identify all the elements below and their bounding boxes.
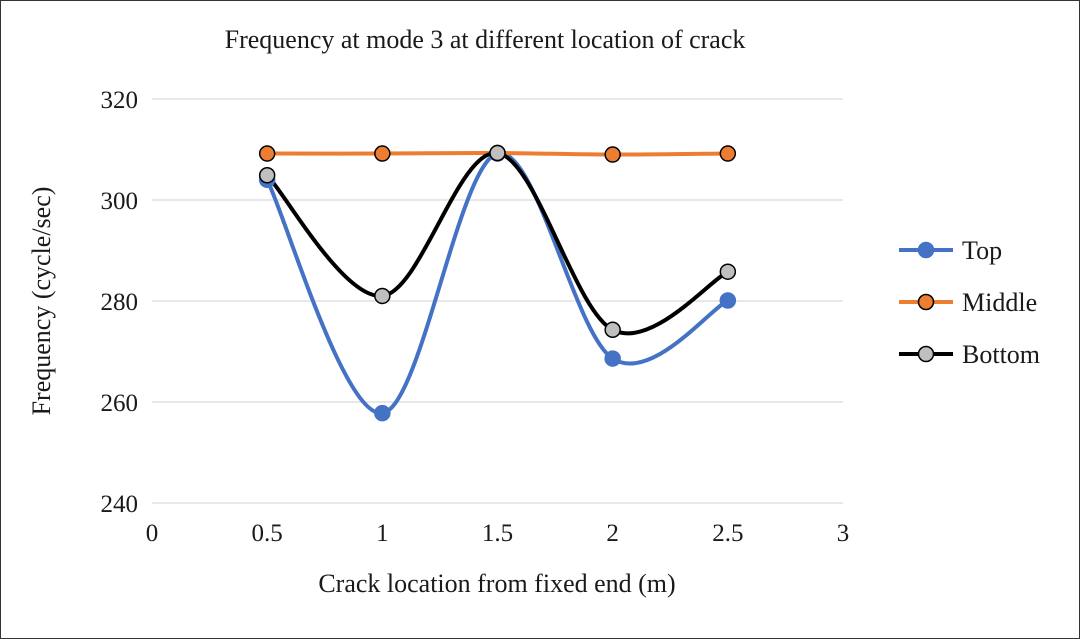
data-point-bottom	[374, 287, 391, 305]
data-point-middle	[258, 145, 276, 162]
series-layer	[258, 144, 737, 422]
legend-swatch-marker	[917, 241, 935, 259]
y-tick-label: 320	[101, 87, 139, 114]
y-tick-label: 300	[101, 188, 139, 215]
grid-layer	[152, 98, 843, 403]
data-point-middle	[374, 145, 391, 162]
y-tick-label: 280	[101, 289, 139, 316]
x-tick-label: 1.5	[482, 520, 513, 547]
x-tick-label: 1	[376, 520, 389, 547]
legend-swatch-marker	[917, 345, 935, 363]
data-point-middle	[719, 145, 737, 162]
data-point-top	[374, 404, 391, 422]
y-tick-label: 260	[101, 390, 139, 417]
x-tick-label: 0	[146, 520, 159, 547]
legend-label: Middle	[962, 288, 1037, 317]
series-line-top	[265, 151, 730, 416]
x-tick-label: 0.5	[252, 520, 283, 547]
data-point-top	[604, 350, 621, 367]
series-line-bottom	[265, 151, 730, 336]
data-point-bottom	[258, 167, 276, 184]
data-point-top	[719, 292, 737, 309]
legend-label: Top	[962, 236, 1002, 265]
legend-label: Bottom	[962, 340, 1040, 369]
data-point-bottom	[489, 144, 506, 162]
data-point-bottom	[719, 263, 737, 280]
x-axis-title: Crack location from fixed end (m)	[318, 569, 675, 598]
chart-title: Frequency at mode 3 at different locatio…	[225, 25, 746, 54]
legend-item-bottom: Bottom	[899, 340, 1040, 369]
data-point-middle	[604, 146, 621, 163]
legend-item-middle: Middle	[899, 288, 1037, 317]
legend-item-top: Top	[899, 236, 1002, 265]
x-tick-label: 2.5	[712, 520, 743, 547]
data-point-bottom	[604, 321, 621, 339]
legend: Top Middle Bottom	[899, 236, 1040, 369]
y-tick-label: 240	[101, 491, 139, 518]
y-axis-title: Frequency (cycle/sec)	[27, 187, 56, 416]
x-tick-label: 3	[837, 520, 850, 547]
x-tick-label: 2	[606, 520, 619, 547]
axis-layer: 240 260 280 300 320 0 0.5 1 1.5 2 2.5 3	[101, 87, 850, 547]
legend-swatch-marker	[917, 293, 935, 311]
